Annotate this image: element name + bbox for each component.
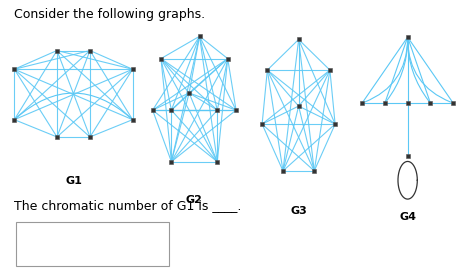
Text: G2: G2: [186, 195, 203, 205]
FancyBboxPatch shape: [16, 222, 169, 266]
Text: G4: G4: [399, 212, 416, 222]
Text: G3: G3: [290, 206, 307, 216]
Text: Consider the following graphs.: Consider the following graphs.: [14, 8, 205, 21]
Text: The chromatic number of G1 is ____.: The chromatic number of G1 is ____.: [14, 199, 242, 212]
Text: G1: G1: [65, 176, 82, 186]
